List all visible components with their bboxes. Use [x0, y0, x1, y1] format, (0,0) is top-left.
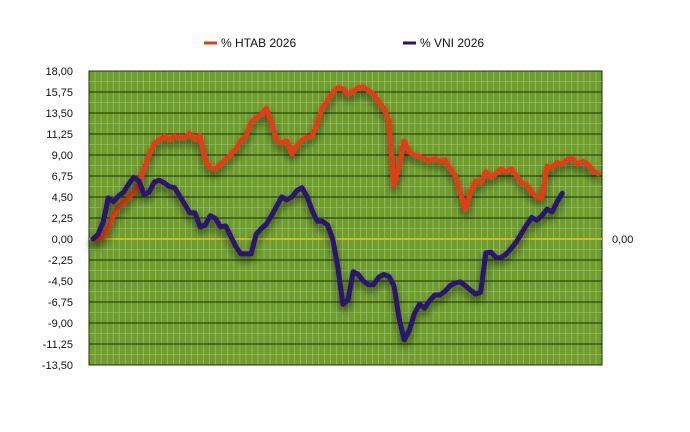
y-tick-label: 11,25 — [46, 129, 73, 141]
series-layer — [90, 84, 601, 343]
chart-legend: % HTAB 2026 % VNI 2026 — [204, 36, 484, 50]
y-tick-label: -9,00 — [48, 318, 73, 330]
legend-label-htab: % HTAB 2026 — [221, 36, 296, 50]
y-tick-label: 4,50 — [52, 192, 73, 204]
legend-label-vni: % VNI 2026 — [420, 36, 484, 50]
series-line-vni — [90, 174, 565, 343]
y-tick-label: 6,75 — [52, 171, 73, 183]
y-tick-label: 13,50 — [45, 108, 73, 120]
y-axis-tick-labels: 18,00 15,75 13,50 11,25 9,00 6,75 4,50 2,25 0,00… — [42, 66, 73, 372]
y-tick-label: 15,75 — [45, 87, 73, 99]
y-tick-label: -13,50 — [42, 360, 73, 372]
y-tick-label: 9,00 — [52, 150, 73, 162]
right-zero-annotation: 0,00 — [612, 234, 633, 246]
y-tick-label: -2,25 — [48, 255, 73, 267]
y-tick-label: -11,25 — [43, 339, 73, 351]
y-tick-label: 18,00 — [45, 66, 73, 78]
y-tick-label: 2,25 — [52, 213, 73, 225]
series-line-htab — [90, 84, 601, 242]
y-tick-label: -4,50 — [48, 276, 73, 288]
y-tick-label: 0,00 — [52, 234, 73, 246]
y-tick-label: -6,75 — [48, 297, 73, 309]
